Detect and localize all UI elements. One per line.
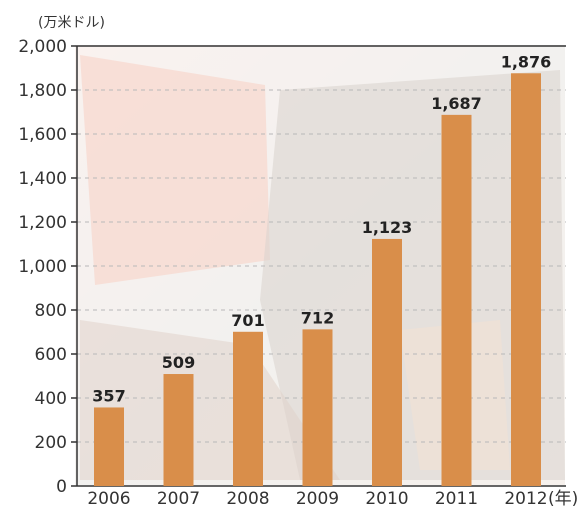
y-tick-label: 200 [35,433,67,453]
x-tick-label-2006: 2006 [87,489,130,509]
bar-2007 [163,374,194,486]
x-tick-label-2008: 2008 [226,489,269,509]
y-tick-label: 1,600 [18,125,67,145]
x-tick-label-2010: 2010 [365,489,408,509]
y-tick-label: 1,400 [18,169,67,189]
data-label-2011: 1,687 [431,94,482,113]
x-tick-label-2011: 2011 [435,489,478,509]
y-tick-label: 1,200 [18,213,67,233]
y-tick-label: 800 [35,301,67,321]
bar-2011 [441,114,472,487]
bar-2012 [511,73,541,486]
bar-2009 [302,329,333,486]
photo-handbag [80,55,270,285]
data-labels: 357 509 701 712 1,123 1,687 1,876 [92,52,551,405]
y-unit-label: (万米ドル) [38,15,105,31]
y-tick-label: 0 [56,477,67,497]
data-label-2010: 1,123 [362,218,413,237]
bar-2010 [372,238,402,486]
y-tick-label: 400 [35,389,67,409]
gridlines [77,45,566,443]
data-label-2008: 701 [231,311,264,330]
data-label-2009: 712 [301,308,334,327]
y-tick-label: 600 [35,345,67,365]
photo-belt [80,320,340,480]
x-unit-label: (年) [548,489,578,509]
y-tick-label: 1,800 [18,81,67,101]
data-label-2006: 357 [92,386,125,405]
photo-jacket [260,70,565,480]
data-label-2012: 1,876 [501,52,552,71]
bar-2008 [233,331,263,486]
y-tick-labels: 0 200 400 600 800 1,000 1,200 1,400 1,600 1,800 2,… [18,37,67,497]
x-tick-labels: 2006 2007 2008 2009 2010 2011 2012 [87,489,547,509]
x-tick-label-2012: 2012 [504,489,547,509]
x-tick-label-2009: 2009 [296,489,339,509]
bar-2006 [94,407,124,486]
bars [94,73,541,487]
y-tick-label: 1,000 [18,257,67,277]
y-tick-label: 2,000 [18,37,67,57]
data-label-2007: 509 [162,353,195,372]
x-tick-label-2007: 2007 [157,489,200,509]
